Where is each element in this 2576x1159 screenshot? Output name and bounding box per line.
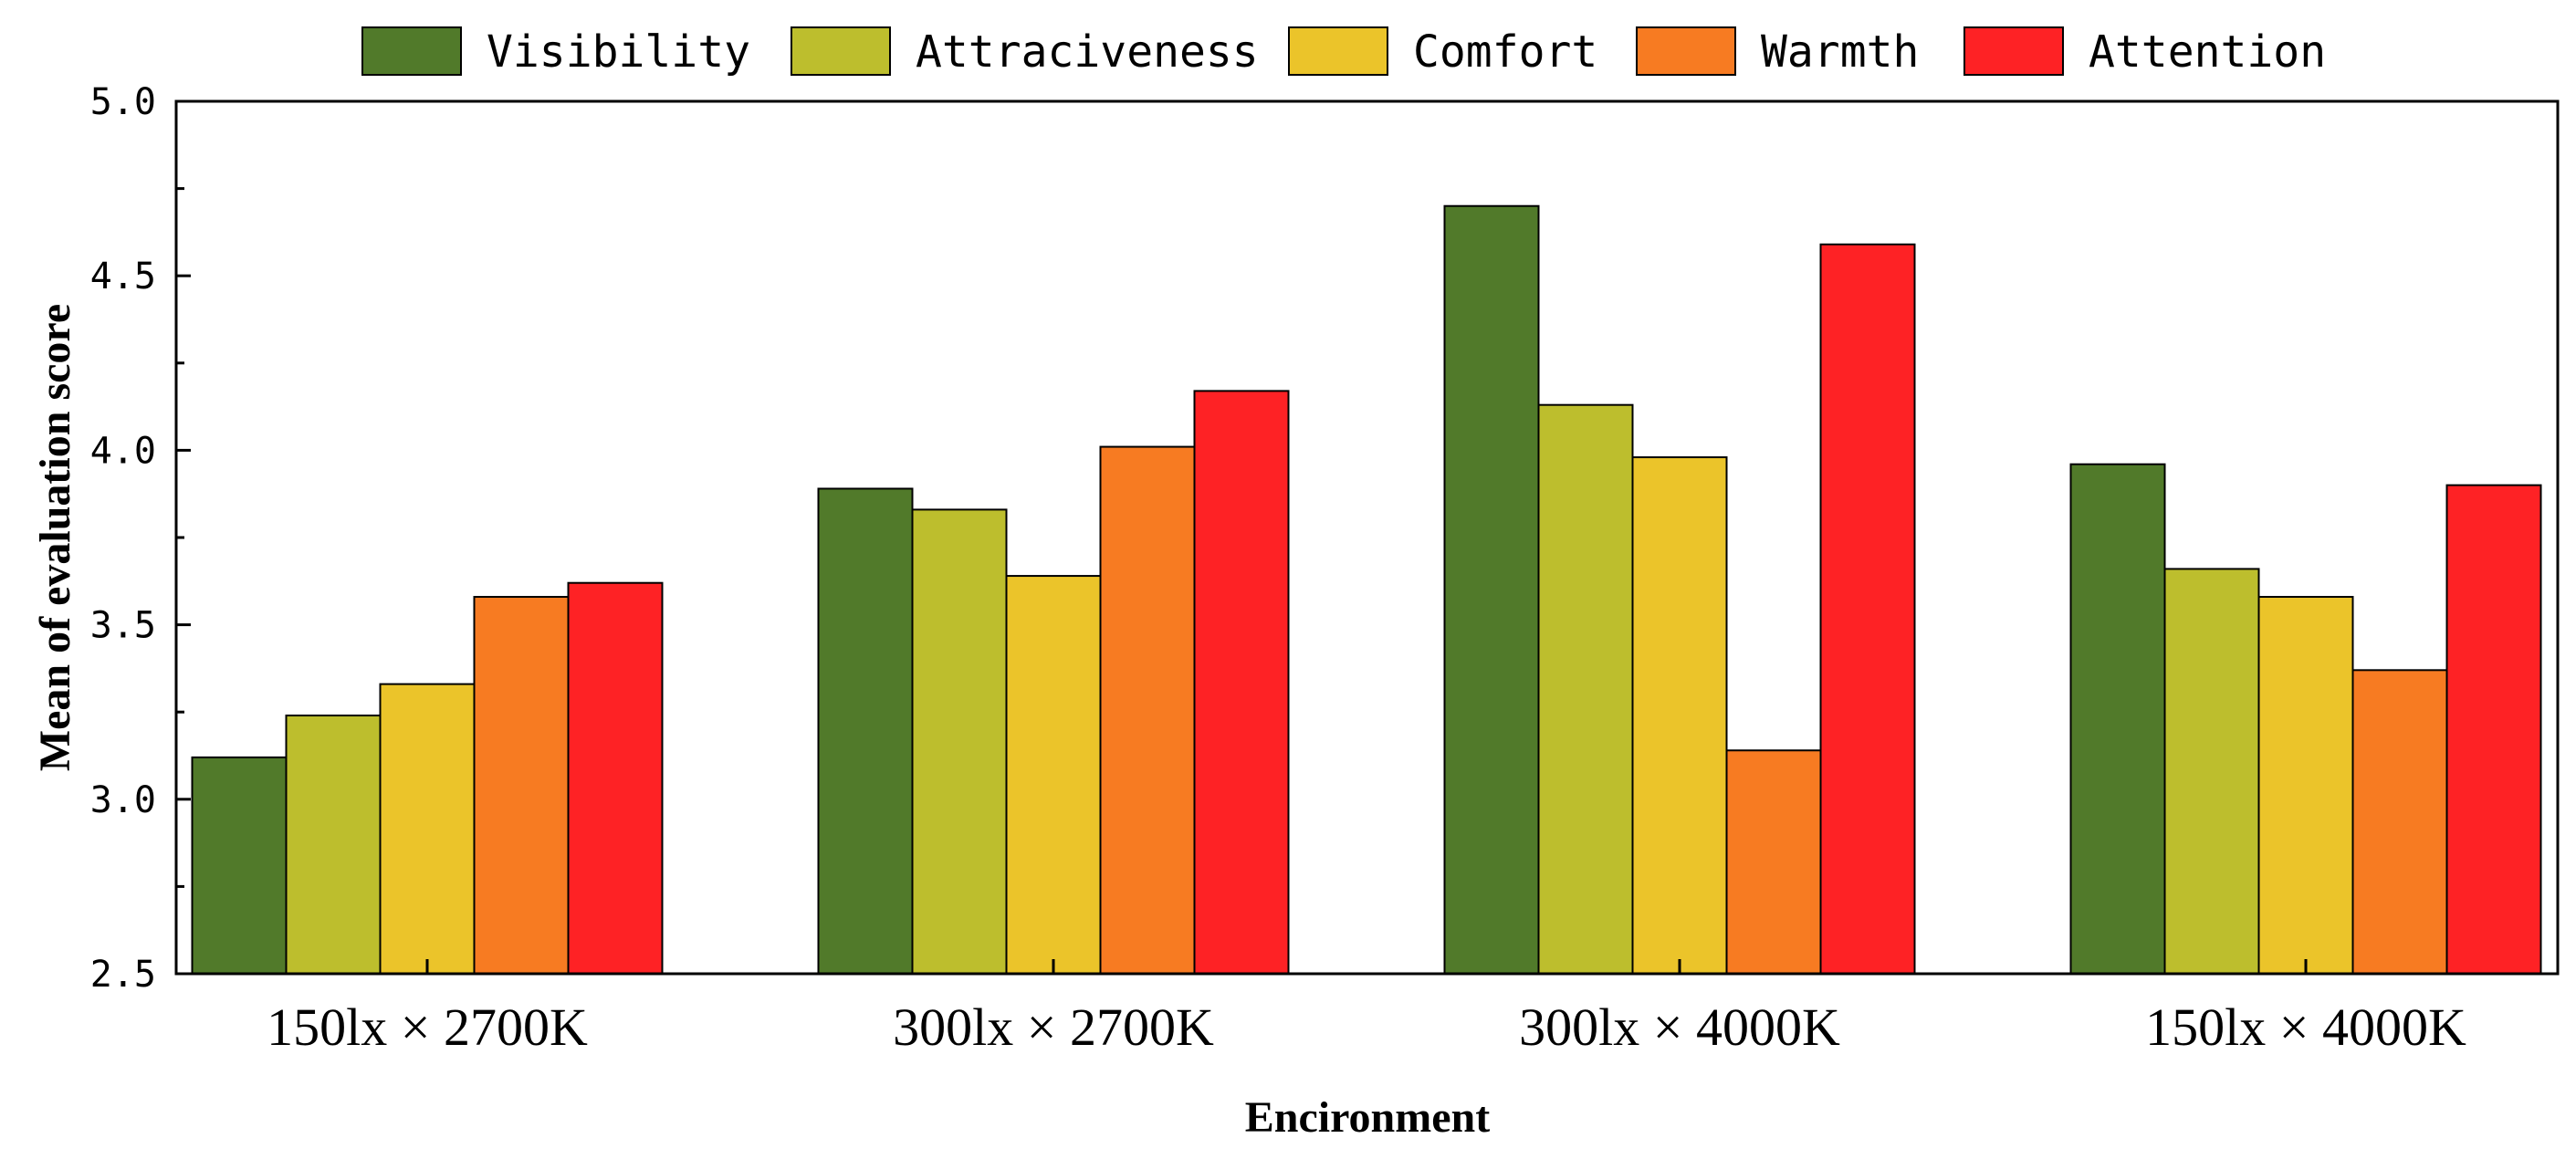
bar-attention-3 <box>1819 243 1916 975</box>
y-tick-label: 4.5 <box>90 256 156 298</box>
bar-warmth-4 <box>2351 669 2448 975</box>
bar-attraciveness-4 <box>2163 568 2260 976</box>
bar-visibility-4 <box>2069 463 2166 976</box>
y-axis-title: Mean of evaluation score <box>31 304 79 771</box>
bar-visibility-1 <box>191 756 288 975</box>
legend-label-visibility: Visibility <box>487 26 750 78</box>
bar-attraciveness-2 <box>911 508 1008 976</box>
bar-comfort-2 <box>1005 575 1102 976</box>
x-tick-label: 150lx × 2700K <box>267 997 588 1057</box>
legend: Visibility Attraciveness Comfort Warmth Atte… <box>361 26 2326 78</box>
legend-swatch-comfort <box>1288 26 1388 76</box>
bar-visibility-2 <box>817 487 914 975</box>
legend-swatch-warmth <box>1636 26 1736 76</box>
bar-comfort-3 <box>1631 456 1728 976</box>
x-tick-label: 300lx × 2700K <box>893 997 1214 1057</box>
y-tick-label: 2.5 <box>90 954 156 996</box>
legend-swatch-attention <box>1963 26 2064 76</box>
y-tick-label: 4.0 <box>90 430 156 472</box>
x-tick-label: 300lx × 4000K <box>1519 997 1840 1057</box>
bar-attraciveness-1 <box>285 715 382 975</box>
bar-warmth-2 <box>1099 445 1196 975</box>
y-axis: 2.5 3.0 3.5 4.0 4.5 5.0 <box>90 81 191 996</box>
bar-warmth-3 <box>1725 749 1822 975</box>
bars <box>191 204 2542 976</box>
bar-visibility-3 <box>1443 204 1540 976</box>
bar-attention-4 <box>2445 484 2542 975</box>
legend-label-attraciveness: Attraciveness <box>916 26 1259 78</box>
bar-comfort-4 <box>2257 596 2354 975</box>
bar-attention-2 <box>1193 390 1290 975</box>
legend-swatch-visibility <box>361 26 462 76</box>
legend-label-comfort: Comfort <box>1413 26 1597 78</box>
x-tick-label: 150lx × 4000K <box>2145 997 2466 1057</box>
y-tick-label: 3.5 <box>90 605 156 647</box>
legend-label-attention: Attention <box>2089 26 2326 78</box>
y-tick-label: 3.0 <box>90 779 156 821</box>
bar-attention-1 <box>567 581 664 975</box>
bar-attraciveness-3 <box>1537 403 1634 975</box>
legend-swatch-attraciveness <box>791 26 891 76</box>
bar-comfort-1 <box>379 683 476 975</box>
x-axis: 150lx × 2700K 300lx × 2700K 300lx × 4000K 1… <box>267 959 2466 1057</box>
legend-label-warmth: Warmth <box>1761 26 1919 78</box>
x-axis-title: Encironment <box>1245 1093 1490 1142</box>
bar-warmth-1 <box>473 596 570 975</box>
y-tick-label: 5.0 <box>90 81 156 123</box>
